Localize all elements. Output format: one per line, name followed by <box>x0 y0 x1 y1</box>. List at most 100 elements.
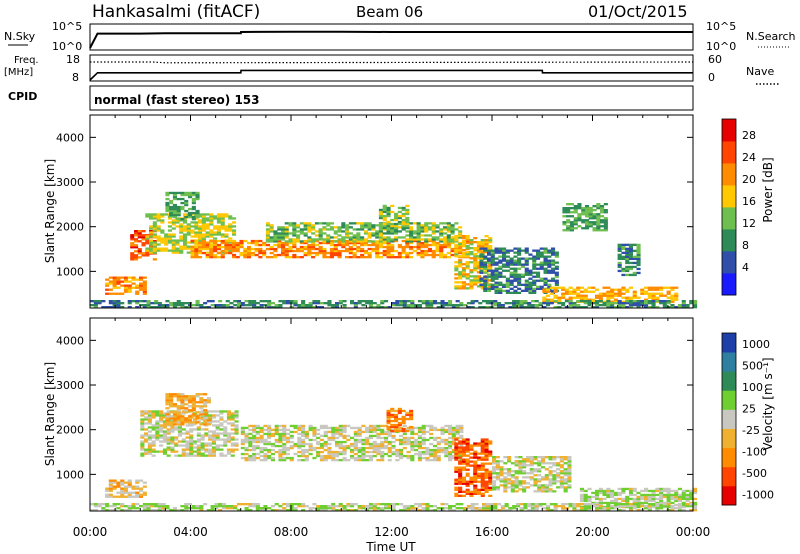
heatmap-cell <box>299 222 304 225</box>
heatmap-cell <box>523 507 528 510</box>
heatmap-cell <box>234 414 239 417</box>
heatmap-cell <box>427 228 432 231</box>
heatmap-cell <box>348 251 353 255</box>
heatmap-cell <box>412 236 417 239</box>
heatmap-cell <box>160 239 165 242</box>
heatmap-cell <box>273 253 278 257</box>
heatmap-cell <box>621 247 626 250</box>
heatmap-cell <box>632 493 637 497</box>
heatmap-cell <box>255 507 260 510</box>
heatmap-cell <box>524 261 529 264</box>
heatmap-cell <box>180 218 185 221</box>
heatmap-cell <box>436 456 441 460</box>
heatmap-cell <box>265 240 270 243</box>
heatmap-cell <box>312 306 317 309</box>
heatmap-cell <box>250 247 255 251</box>
heatmap-cell <box>308 452 313 456</box>
heatmap-cell <box>342 450 347 454</box>
heatmap-cell <box>318 228 323 231</box>
heatmap-cell <box>509 279 514 282</box>
heatmap-cell <box>195 395 200 398</box>
heatmap-cell <box>405 238 410 241</box>
heatmap-cell <box>488 241 493 244</box>
heatmap-cell <box>301 424 306 428</box>
heatmap-cell <box>209 249 214 253</box>
heatmap-cell <box>391 302 396 305</box>
heatmap-cell <box>201 241 206 245</box>
heatmap-cell <box>473 486 478 489</box>
heatmap-cell <box>542 298 547 301</box>
heatmap-cell <box>492 488 497 491</box>
heatmap-cell <box>189 428 194 431</box>
heatmap-cell <box>480 243 485 246</box>
heatmap-cell <box>476 261 481 264</box>
heatmap-cell <box>564 288 569 291</box>
heatmap-cell <box>414 442 419 446</box>
heatmap-cell <box>176 197 181 201</box>
heatmap-cell <box>386 251 391 255</box>
heatmap-cell <box>524 289 529 292</box>
heatmap-cell <box>147 442 152 445</box>
heatmap-cell <box>277 253 282 257</box>
heatmap-cell <box>479 247 484 250</box>
heatmap-cell <box>483 289 488 292</box>
heatmap-cell <box>528 277 533 280</box>
heatmap-cell <box>220 239 225 243</box>
heatmap-cell <box>233 304 238 307</box>
heatmap-cell <box>198 221 203 224</box>
heatmap-cell <box>480 480 485 483</box>
heatmap-cell <box>469 279 474 282</box>
heatmap-cell <box>451 436 456 440</box>
heatmap-cell <box>484 442 489 445</box>
heatmap-cell <box>644 499 649 503</box>
heatmap-cell <box>421 300 426 303</box>
heatmap-cell <box>352 228 357 231</box>
heatmap-cell <box>465 255 470 258</box>
heatmap-cell <box>505 277 510 280</box>
heatmap-cell <box>180 393 185 396</box>
heatmap-cell <box>322 256 327 259</box>
heatmap-cell <box>329 228 334 231</box>
heatmap-cell <box>636 249 641 252</box>
heatmap-cell <box>184 216 189 219</box>
heatmap-cell <box>517 247 522 250</box>
heatmap-cell <box>454 240 459 243</box>
y-tick-label: 4000 <box>56 131 84 144</box>
heatmap-cell <box>367 243 372 247</box>
heatmap-cell <box>184 503 189 506</box>
heatmap-cell <box>632 487 637 491</box>
heatmap-cell <box>142 286 147 289</box>
heatmap-cell <box>213 256 218 259</box>
heatmap-cell <box>479 269 484 272</box>
heatmap-cell <box>551 277 556 280</box>
heatmap-cell <box>425 302 430 305</box>
heatmap-cell <box>427 238 432 241</box>
heatmap-cell <box>440 509 445 512</box>
heatmap-cell <box>568 505 573 508</box>
heatmap-cell <box>258 256 263 259</box>
heatmap-cell <box>566 227 571 230</box>
heatmap-cell <box>177 432 182 435</box>
heatmap-cell <box>576 294 581 297</box>
heatmap-cell <box>625 251 630 254</box>
heatmap-cell <box>536 251 541 254</box>
heatmap-cell <box>151 414 156 417</box>
heatmap-cell <box>346 509 351 512</box>
heatmap-cell <box>487 269 492 272</box>
heatmap-cell <box>215 438 220 441</box>
heatmap-cell <box>120 493 125 496</box>
heatmap-cell <box>147 426 152 429</box>
heatmap-cell <box>617 491 622 495</box>
heatmap-cell <box>562 211 567 214</box>
heatmap-cell <box>211 438 216 441</box>
heatmap-cell <box>499 466 504 469</box>
heatmap-cell <box>647 306 652 309</box>
heatmap-cell <box>376 428 381 432</box>
heatmap-cell <box>152 223 157 226</box>
heatmap-cell <box>338 440 343 444</box>
heatmap-cell <box>433 436 438 440</box>
heatmap-cell <box>189 454 194 457</box>
heatmap-cell <box>368 434 373 438</box>
heatmap-cell <box>446 224 451 227</box>
heatmap-cell <box>289 424 294 428</box>
